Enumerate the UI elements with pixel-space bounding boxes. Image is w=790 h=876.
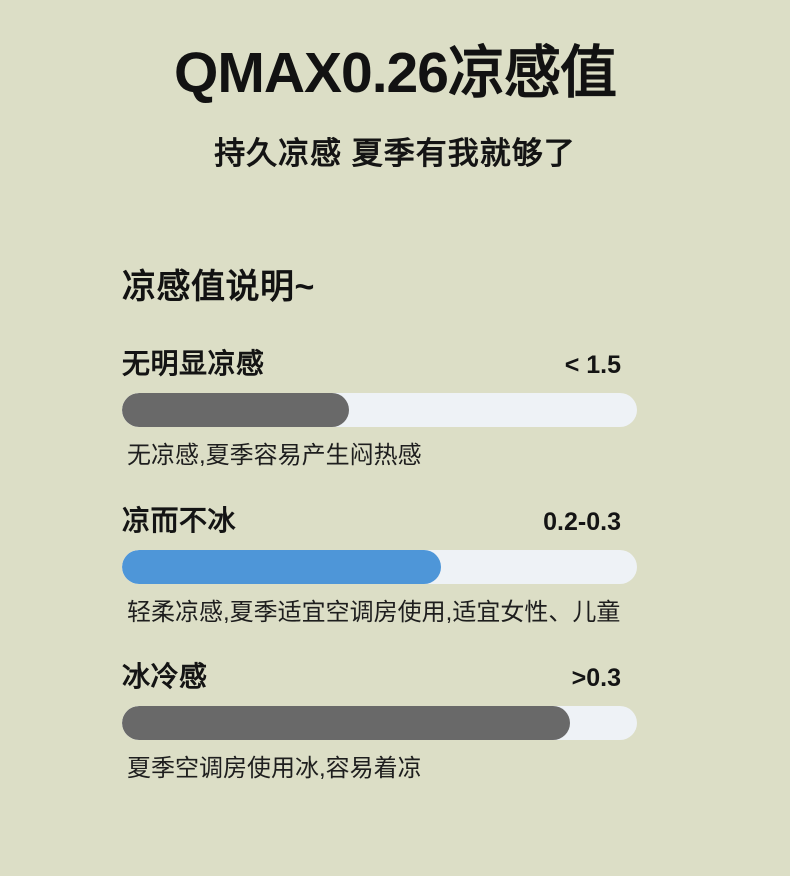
- page-subtitle: 持久凉感 夏季有我就够了: [214, 135, 576, 171]
- level-bar-fill: [122, 392, 349, 427]
- level-bar-fill: [122, 549, 442, 584]
- level-bar-track: [122, 706, 637, 741]
- level-value: 0.2-0.3: [543, 507, 621, 536]
- level-label: 无明显凉感: [122, 347, 265, 379]
- level-bar-track: [122, 392, 637, 427]
- cooling-level-row-icy-cold: 冰冷感 >0.3 夏季空调房使用冰,容易着凉: [122, 663, 637, 784]
- level-label: 凉而不冰: [122, 504, 237, 536]
- level-value: < 1.5: [564, 350, 621, 379]
- level-bar-fill: [122, 706, 571, 741]
- content-column: 凉感值说明~ 无明显凉感 < 1.5 无凉感,夏季容易产生闷热感 凉而不冰 0.…: [122, 259, 637, 784]
- level-bar-track: [122, 549, 637, 584]
- level-label: 冰冷感: [122, 661, 208, 693]
- level-caption: 夏季空调房使用冰,容易着凉: [127, 755, 422, 783]
- section-heading: 凉感值说明~: [122, 267, 315, 306]
- level-caption: 轻柔凉感,夏季适宜空调房使用,适宜女性、儿童: [127, 598, 621, 626]
- row-head: 凉而不冰 0.2-0.3: [122, 504, 637, 536]
- level-value: >0.3: [571, 664, 621, 693]
- page-title: QMAX0.26凉感值: [174, 41, 617, 105]
- cooling-level-row-no-cooling: 无明显凉感 < 1.5 无凉感,夏季容易产生闷热感: [122, 347, 637, 471]
- level-caption: 无凉感,夏季容易产生闷热感: [127, 441, 422, 469]
- cooling-level-row-cool-not-icy: 凉而不冰 0.2-0.3 轻柔凉感,夏季适宜空调房使用,适宜女性、儿童: [122, 504, 637, 628]
- header: QMAX0.26凉感值 持久凉感 夏季有我就够了: [0, 0, 790, 173]
- row-head: 无明显凉感 < 1.5: [122, 347, 637, 379]
- row-head: 冰冷感 >0.3: [122, 663, 637, 691]
